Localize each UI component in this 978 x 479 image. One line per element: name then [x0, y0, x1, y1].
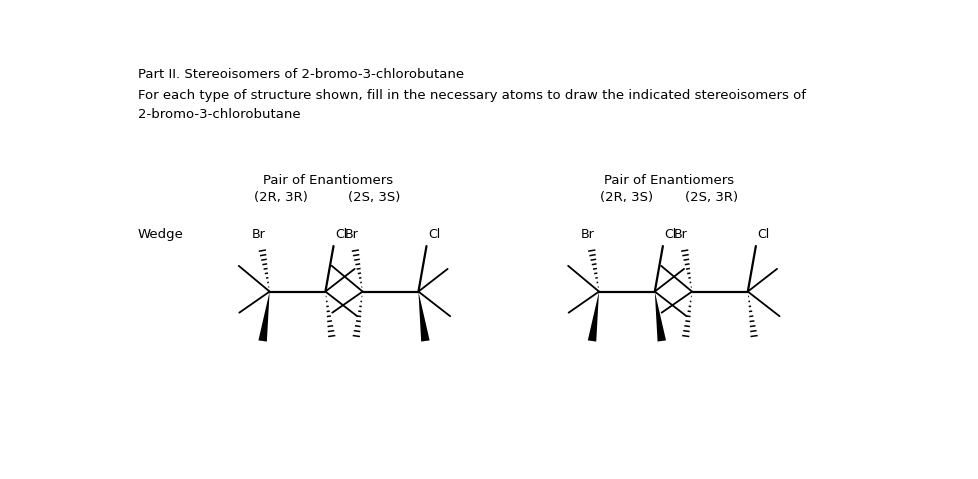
Text: Wedge: Wedge [138, 228, 184, 240]
Text: (2R, 3R): (2R, 3R) [254, 192, 308, 205]
Text: Pair of Enantiomers: Pair of Enantiomers [262, 174, 392, 187]
Text: (2R, 3S): (2R, 3S) [599, 192, 652, 205]
Polygon shape [418, 292, 429, 342]
Text: For each type of structure shown, fill in the necessary atoms to draw the indica: For each type of structure shown, fill i… [138, 89, 805, 102]
Polygon shape [587, 292, 599, 342]
Text: (2S, 3R): (2S, 3R) [685, 192, 737, 205]
Text: Cl: Cl [427, 228, 440, 240]
Text: Br: Br [251, 228, 265, 240]
Text: Cl: Cl [757, 228, 769, 240]
Text: 2-bromo-3-chlorobutane: 2-bromo-3-chlorobutane [138, 107, 300, 121]
Text: Br: Br [673, 228, 687, 240]
Text: Part II. Stereoisomers of 2-bromo-3-chlorobutane: Part II. Stereoisomers of 2-bromo-3-chlo… [138, 68, 464, 81]
Text: Cl: Cl [334, 228, 347, 240]
Text: Br: Br [344, 228, 358, 240]
Polygon shape [258, 292, 269, 342]
Text: Cl: Cl [664, 228, 676, 240]
Text: Br: Br [580, 228, 594, 240]
Text: Pair of Enantiomers: Pair of Enantiomers [603, 174, 734, 187]
Text: (2S, 3S): (2S, 3S) [348, 192, 400, 205]
Polygon shape [654, 292, 665, 342]
